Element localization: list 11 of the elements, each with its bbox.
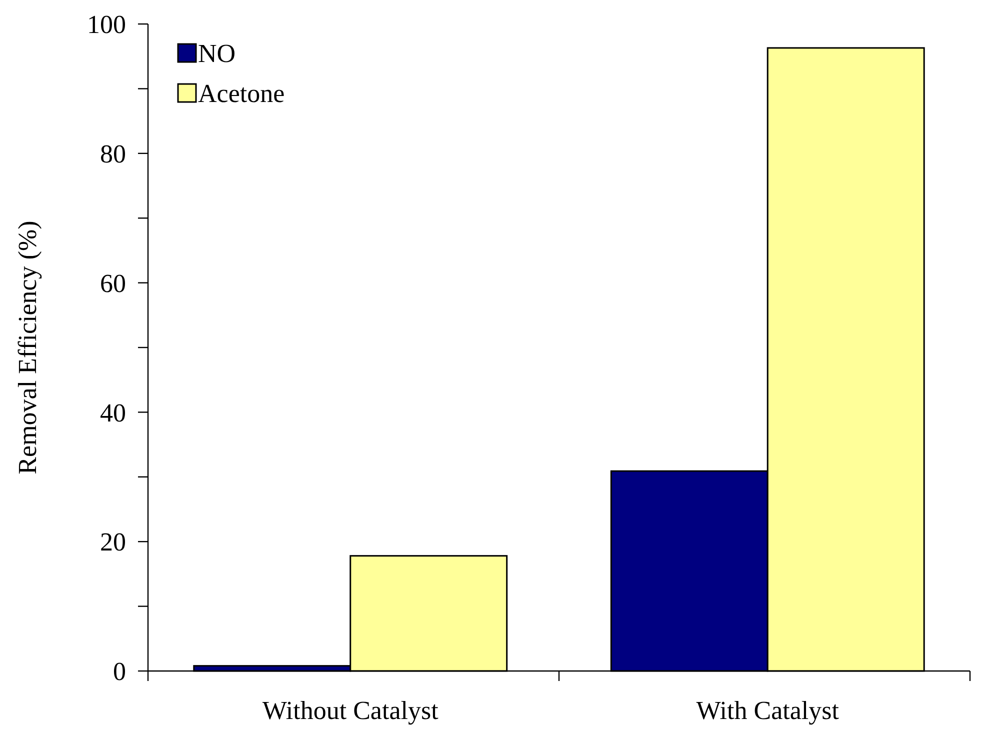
legend-label: NO	[198, 39, 236, 68]
y-axis-title: Removal Efficiency (%)	[13, 220, 42, 474]
x-tick-label: Without Catalyst	[262, 696, 440, 725]
x-tick-label: With Catalyst	[696, 696, 840, 725]
y-tick-label: 20	[100, 528, 126, 557]
y-tick-label: 0	[113, 657, 126, 686]
y-tick-label: 60	[100, 268, 126, 298]
y-tick-label: 100	[87, 10, 126, 40]
legend-label: Acetone	[198, 79, 285, 108]
y-tick-label: 40	[100, 398, 126, 428]
y-tick-label: 80	[100, 140, 126, 168]
